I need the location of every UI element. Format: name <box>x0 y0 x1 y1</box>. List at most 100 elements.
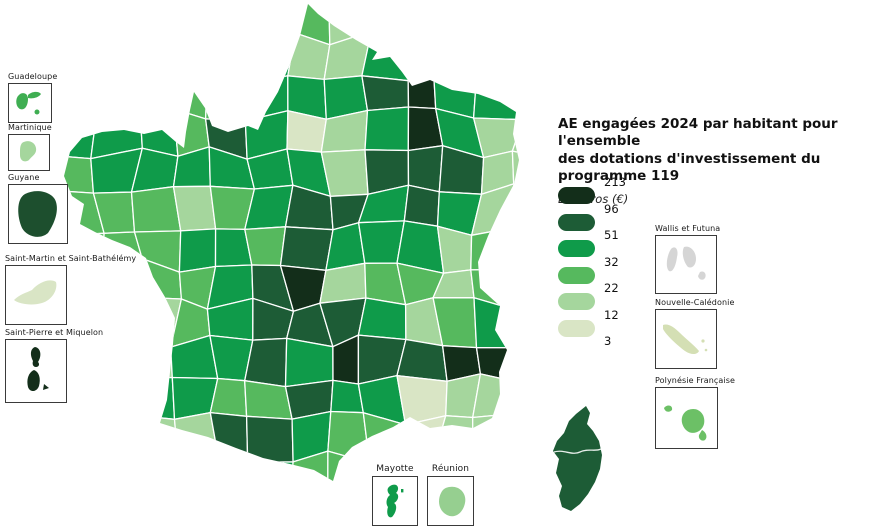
department-cell <box>130 186 182 233</box>
inset-box-mayotte <box>372 476 418 526</box>
inset-martinique: Martinique <box>8 123 52 171</box>
inset-mayotte: Mayotte <box>372 464 418 526</box>
department-cell <box>513 226 519 271</box>
department-cell <box>130 460 181 481</box>
department-cell <box>511 413 519 462</box>
inset-nouvelle-caledonie: Nouvelle-Calédonie <box>655 298 734 369</box>
department-cell <box>407 145 444 193</box>
inset-box-nouvelle-caledonie <box>655 309 717 369</box>
inset-box-guadeloupe <box>8 83 52 123</box>
department-cell <box>209 411 249 464</box>
department-cell <box>138 346 173 379</box>
department-cell <box>518 449 519 481</box>
saint-pierre-shape <box>43 384 49 390</box>
department-cell <box>472 449 519 481</box>
legend-swatch <box>558 293 595 310</box>
legend-swatch <box>558 213 595 231</box>
department-cell <box>173 4 218 40</box>
department-cell <box>521 83 548 120</box>
department-cell <box>206 30 252 84</box>
department-cell <box>131 414 179 463</box>
inset-label-wallis: Wallis et Futuna <box>655 224 721 233</box>
wallis-shape <box>682 246 696 268</box>
corsica-border <box>553 448 602 454</box>
inset-box-polynesie <box>655 387 718 449</box>
department-cell <box>513 183 519 228</box>
inset-label-martinique: Martinique <box>8 123 52 132</box>
martinique-shape <box>20 141 37 162</box>
guadeloupe-shape <box>16 93 28 110</box>
inset-box-reunion <box>427 476 474 526</box>
nouvelle-caledonie-shape <box>701 339 705 343</box>
department-cell <box>279 226 334 271</box>
department-cell <box>207 459 255 481</box>
department-cell <box>64 112 97 160</box>
chart-title: AE engagées 2024 par habitant pour l'ens… <box>558 116 891 185</box>
department-cell <box>440 4 480 37</box>
department-cell <box>398 4 446 41</box>
title-line-1: AE engagées 2024 par habitant pour l'ens… <box>558 116 838 150</box>
inset-guadeloupe: Guadeloupe <box>8 72 57 123</box>
legend-value: 12 <box>604 307 619 322</box>
department-cell <box>245 415 294 464</box>
department-cell <box>472 373 519 419</box>
department-cell <box>64 421 99 458</box>
department-cell <box>511 381 519 422</box>
department-cell <box>244 226 287 267</box>
department-cell <box>284 337 334 388</box>
inset-label-saint-martin: Saint-Martin et Saint-Bathélémy <box>5 254 137 263</box>
department-cell <box>361 75 410 112</box>
department-cell <box>320 149 369 197</box>
inset-box-saint-pierre <box>5 339 67 403</box>
chart-title-block: AE engagées 2024 par habitant pour l'ens… <box>558 116 891 206</box>
department-cell <box>518 4 519 44</box>
legend-value: 96 <box>604 201 619 216</box>
polynesie-shape <box>664 405 673 412</box>
wallis-shape <box>666 247 678 272</box>
department-cell <box>517 347 519 384</box>
mainland-departments <box>64 4 548 481</box>
department-cell <box>138 376 176 420</box>
department-cell <box>407 68 437 110</box>
department-cell <box>370 4 411 41</box>
department-cell <box>357 297 407 341</box>
inset-box-guyane <box>8 184 68 244</box>
saint-pierre-shape <box>27 370 40 392</box>
department-cell <box>432 33 480 74</box>
legend: 213 96 51 32 22 12 3 <box>558 175 678 350</box>
department-cell <box>361 30 411 82</box>
department-cell <box>64 4 103 32</box>
department-cell <box>90 456 133 481</box>
inset-label-mayotte: Mayotte <box>376 464 414 474</box>
legend-value: 213 <box>604 175 626 189</box>
inset-label-reunion: Réunion <box>431 464 470 474</box>
inset-label-saint-pierre: Saint-Pierre et Miquelon <box>5 328 104 337</box>
department-cell <box>472 413 519 452</box>
legend-swatch <box>558 187 595 204</box>
legend-swatch <box>558 319 595 337</box>
department-cell <box>472 72 519 121</box>
department-cell <box>92 30 143 81</box>
inset-label-polynesie: Polynésie Française <box>655 376 736 385</box>
department-cell <box>207 4 257 38</box>
department-cell <box>90 414 140 462</box>
mayotte-shape <box>386 484 399 518</box>
department-cell <box>364 106 410 152</box>
department-cell <box>133 67 181 114</box>
department-cell <box>473 297 519 349</box>
inset-box-martinique <box>8 134 50 171</box>
title-line-2: des dotations d'investissement du progra… <box>558 150 821 184</box>
inset-label-guyane: Guyane <box>8 173 40 182</box>
guadeloupe-shape <box>34 109 40 115</box>
department-cell <box>472 4 519 44</box>
department-cell <box>403 184 440 227</box>
inset-reunion: Réunion <box>427 464 474 526</box>
guadeloupe-shape <box>28 91 41 99</box>
department-cell <box>204 80 252 122</box>
department-cell <box>518 34 519 84</box>
department-cell <box>173 30 209 82</box>
department-cell <box>64 30 105 74</box>
saint-pierre-shape <box>30 347 41 367</box>
legend-value: 22 <box>604 281 619 295</box>
